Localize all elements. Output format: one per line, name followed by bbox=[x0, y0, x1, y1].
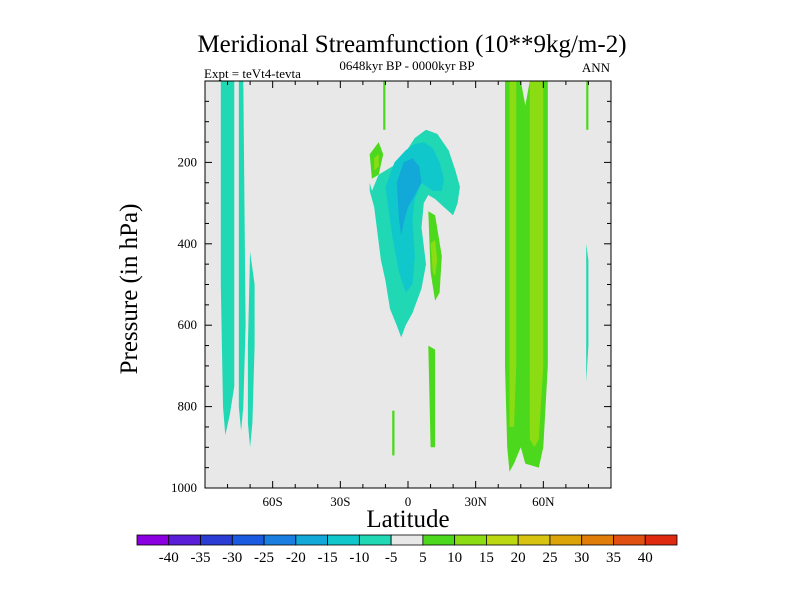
x-axis-title: Latitude bbox=[366, 506, 449, 533]
contour-region-cyan-sliver-right bbox=[586, 243, 589, 383]
colorbar-label: 5 bbox=[419, 550, 427, 566]
colorbar-swatch bbox=[422, 534, 456, 546]
x-tick-label: 0 bbox=[405, 494, 412, 509]
colorbar-label: -35 bbox=[191, 550, 211, 566]
y-axis-title: Pressure (in hPa) bbox=[116, 204, 143, 375]
y-tick-label: 600 bbox=[178, 317, 198, 332]
colorbar-label: -15 bbox=[318, 550, 338, 566]
contour-region-lime-small-nw bbox=[374, 154, 379, 171]
colorbar-label: 30 bbox=[574, 550, 589, 566]
colorbar-swatch bbox=[231, 534, 265, 546]
colorbar-swatch bbox=[517, 534, 551, 546]
colorbar-swatch bbox=[613, 534, 646, 546]
colorbar-swatch bbox=[644, 534, 678, 546]
colorbar-label: -40 bbox=[159, 550, 179, 566]
colorbar-label: 20 bbox=[511, 550, 526, 566]
contour-region-cyan-band-1 bbox=[220, 81, 235, 436]
colorbar-label: 15 bbox=[479, 550, 494, 566]
colorbar-swatch bbox=[327, 534, 360, 546]
colorbar-label: 35 bbox=[606, 550, 621, 566]
colorbar-swatch bbox=[581, 534, 614, 546]
contour-region-green-low-sliver bbox=[392, 410, 395, 456]
x-tick-label: 30N bbox=[464, 494, 487, 509]
contour-region-cyan-band-2 bbox=[238, 81, 246, 431]
x-tick-label: 60N bbox=[532, 494, 555, 509]
colorbar-label: -10 bbox=[349, 550, 369, 566]
colorbar-swatch bbox=[168, 534, 201, 546]
contour-region-lime-nh-band-2 bbox=[529, 81, 544, 448]
colorbar-label: 25 bbox=[542, 550, 557, 566]
colorbar-swatch bbox=[358, 534, 392, 546]
colorbar-swatch bbox=[486, 534, 519, 546]
colorbar-label: 40 bbox=[638, 550, 653, 566]
colorbar-swatch bbox=[136, 534, 170, 546]
colorbar-label: -30 bbox=[222, 550, 242, 566]
colorbar-label: -25 bbox=[254, 550, 274, 566]
colorbar-swatch bbox=[549, 534, 583, 546]
colorbar: -40 -35 -30 -25 -20 -15 -10 -5 5 10 15 20 25 30 35 40 bbox=[136, 534, 678, 566]
y-tick-label: 800 bbox=[178, 399, 198, 414]
chart-subtitle-left: Expt = teVt4-tevta bbox=[204, 66, 301, 81]
contour-region-lime-nh-band bbox=[509, 81, 517, 427]
contour-region-dark-blue-core bbox=[396, 158, 422, 236]
colorbar-swatch bbox=[390, 534, 424, 546]
y-tick-label: 1000 bbox=[171, 480, 197, 495]
chart-title: Meridional Streamfunction (10**9kg/m-2) bbox=[197, 31, 626, 58]
colorbar-swatch bbox=[454, 534, 487, 546]
contour-region-lime-mid-strip bbox=[430, 239, 438, 277]
colorbar-label: -5 bbox=[385, 550, 398, 566]
plot-area bbox=[205, 81, 611, 488]
x-tick-label: 30S bbox=[330, 494, 350, 509]
colorbar-swatch bbox=[200, 534, 233, 546]
y-tick-label: 200 bbox=[178, 154, 198, 169]
contour-region-green-low-strip bbox=[428, 345, 436, 448]
colorbar-swatch bbox=[263, 534, 297, 546]
x-tick-label: 60S bbox=[263, 494, 283, 509]
y-tick-label: 400 bbox=[178, 236, 198, 251]
colorbar-swatch bbox=[295, 534, 328, 546]
colorbar-label: 10 bbox=[447, 550, 462, 566]
contour-region-green-sliver-right bbox=[586, 81, 589, 130]
chart-subtitle-right: ANN bbox=[582, 60, 611, 75]
colorbar-label: -20 bbox=[286, 550, 306, 566]
axes: 200 400 600 800 1000 60S 30S 0 30N 60N bbox=[171, 80, 612, 509]
contour-region-cyan-band-3 bbox=[247, 251, 255, 448]
contour-region-green-top-strip bbox=[383, 81, 386, 130]
chart-subtitle-center: 0648kyr BP - 0000kyr BP bbox=[339, 58, 474, 73]
